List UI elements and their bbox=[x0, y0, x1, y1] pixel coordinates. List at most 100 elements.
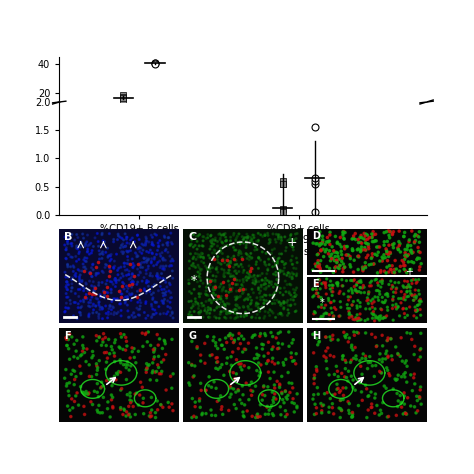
Point bbox=[262, 285, 269, 293]
Point bbox=[196, 293, 203, 301]
Point bbox=[255, 237, 262, 244]
Point bbox=[119, 411, 127, 419]
Point bbox=[191, 362, 199, 370]
Point bbox=[273, 276, 281, 284]
Point bbox=[322, 284, 329, 292]
Point bbox=[238, 254, 246, 261]
Point bbox=[105, 272, 113, 280]
Point bbox=[289, 252, 296, 260]
Point bbox=[394, 397, 402, 405]
Point bbox=[153, 368, 160, 375]
Point bbox=[62, 334, 70, 342]
Point bbox=[114, 271, 122, 279]
Point bbox=[334, 336, 342, 344]
Point bbox=[98, 250, 105, 257]
Point bbox=[64, 304, 72, 312]
Point bbox=[143, 278, 151, 286]
Point bbox=[376, 356, 383, 364]
Point bbox=[230, 338, 238, 346]
Point bbox=[157, 401, 164, 409]
Point bbox=[168, 310, 176, 317]
Point bbox=[197, 277, 204, 284]
Point bbox=[274, 310, 282, 318]
Point bbox=[343, 277, 350, 284]
Point bbox=[352, 236, 359, 243]
Point bbox=[323, 238, 330, 246]
Point bbox=[133, 389, 140, 397]
Point bbox=[365, 261, 373, 269]
Point bbox=[220, 231, 228, 239]
Point bbox=[143, 365, 151, 373]
Point bbox=[287, 296, 295, 303]
Point bbox=[120, 405, 128, 413]
Point bbox=[355, 245, 362, 253]
Point bbox=[371, 394, 379, 402]
Point bbox=[126, 389, 134, 397]
Point bbox=[82, 279, 90, 287]
Point bbox=[195, 309, 203, 316]
Point bbox=[191, 242, 199, 249]
Point bbox=[207, 306, 215, 314]
Point bbox=[154, 331, 161, 338]
Point bbox=[357, 246, 365, 254]
Point bbox=[70, 312, 77, 319]
Point bbox=[189, 373, 197, 381]
Point bbox=[257, 231, 264, 238]
Point bbox=[271, 390, 279, 398]
Point bbox=[150, 289, 157, 297]
Point bbox=[414, 254, 421, 262]
Point bbox=[159, 274, 167, 282]
Point bbox=[388, 262, 396, 270]
Point bbox=[97, 293, 105, 301]
Point bbox=[383, 337, 391, 345]
Point bbox=[258, 248, 266, 255]
Point bbox=[383, 248, 391, 255]
Point bbox=[196, 403, 204, 411]
Point bbox=[137, 245, 145, 252]
Point bbox=[189, 255, 197, 263]
Point bbox=[64, 263, 72, 271]
Point bbox=[240, 413, 248, 420]
Point bbox=[390, 240, 398, 247]
Point bbox=[197, 308, 205, 315]
Point bbox=[349, 346, 357, 354]
Point bbox=[61, 308, 68, 316]
Point bbox=[204, 231, 211, 238]
Point bbox=[239, 276, 247, 283]
Point bbox=[262, 410, 269, 418]
Point bbox=[227, 237, 234, 245]
Point bbox=[415, 248, 422, 255]
Point bbox=[229, 339, 237, 346]
Point bbox=[124, 253, 131, 260]
Point bbox=[256, 314, 264, 322]
Point bbox=[394, 303, 401, 311]
Point bbox=[103, 292, 111, 300]
Point bbox=[281, 233, 289, 241]
Point bbox=[417, 295, 424, 303]
Point bbox=[208, 299, 215, 307]
Point bbox=[277, 310, 284, 318]
Point bbox=[249, 231, 256, 239]
Point bbox=[269, 410, 276, 418]
Point bbox=[357, 248, 365, 255]
Point bbox=[401, 249, 409, 256]
Point bbox=[95, 301, 103, 309]
Point bbox=[144, 338, 151, 346]
Point bbox=[322, 309, 329, 317]
Point bbox=[322, 347, 330, 355]
Point bbox=[233, 295, 240, 302]
Point bbox=[365, 392, 373, 400]
Point bbox=[119, 240, 127, 247]
Point bbox=[85, 361, 93, 369]
Point bbox=[106, 350, 113, 357]
Point bbox=[188, 361, 196, 368]
Point bbox=[371, 305, 379, 312]
Point bbox=[84, 247, 91, 255]
Point bbox=[248, 285, 256, 293]
Point bbox=[159, 289, 167, 297]
Point bbox=[119, 279, 127, 286]
Point bbox=[112, 277, 119, 284]
Point bbox=[268, 246, 276, 254]
Point bbox=[168, 240, 176, 248]
Point bbox=[211, 285, 219, 293]
